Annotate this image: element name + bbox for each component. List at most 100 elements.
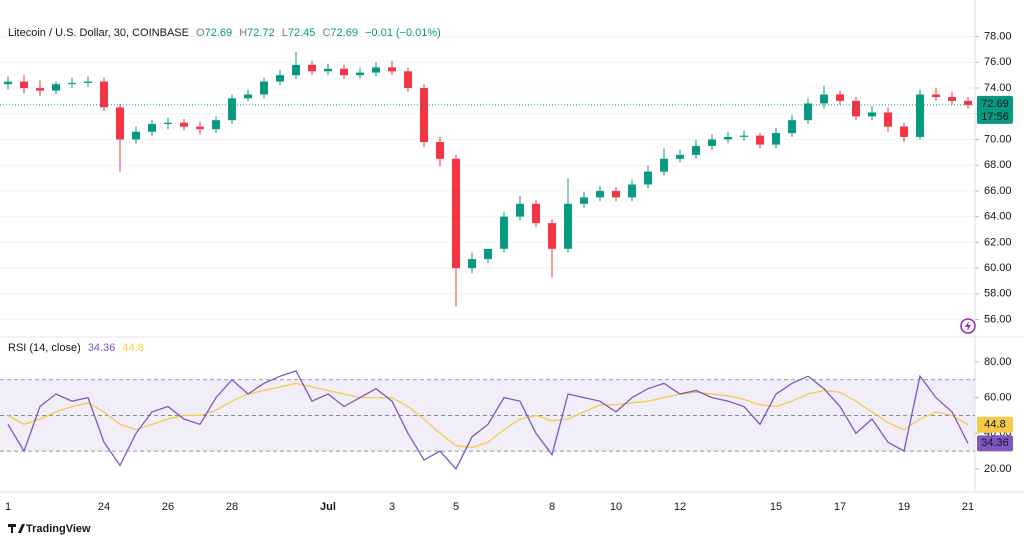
y-tick-label: 68.00 (984, 159, 1012, 171)
candle-body (212, 120, 220, 130)
y-tick-label: 58.00 (984, 288, 1012, 300)
candle-body (452, 158, 460, 269)
x-tick-label: 19 (898, 501, 910, 513)
candle-body (900, 126, 908, 137)
candle-body (100, 81, 108, 108)
plot: 56.00 58.00 60.00 62.00 64.00 66.00 68.00 70.00… (0, 30, 1013, 513)
candle-body (532, 203, 540, 224)
candle-body (964, 100, 972, 105)
candle-body (84, 81, 92, 83)
rsi-badge-bg (977, 416, 1013, 433)
rsi-line (7, 370, 969, 471)
candle-body (500, 216, 508, 249)
y-tick-label: 80.00 (984, 356, 1012, 368)
rsi-badge-bg (977, 435, 1013, 452)
y-tick-label: 56.00 (984, 313, 1012, 325)
x-tick-label: 21 (962, 501, 974, 513)
candle-body (932, 94, 940, 98)
candle-body (308, 64, 316, 72)
y-tick-label: 62.00 (984, 236, 1012, 248)
x-tick-label: 17 (834, 501, 846, 513)
candle-body (612, 190, 620, 198)
candle-body (580, 197, 588, 204)
rsi-line (7, 382, 969, 449)
candle-body (36, 88, 44, 91)
candle-body (916, 94, 924, 137)
x-tick-label: 3 (389, 501, 395, 513)
ohlc-value: 72.69 (205, 27, 233, 39)
candle-body (340, 68, 348, 76)
candle-body (4, 81, 12, 85)
x-tick-label: 15 (770, 501, 782, 513)
candle-body (740, 135, 748, 137)
candle-body (484, 248, 492, 260)
candle-body (836, 94, 844, 101)
y-tick-label: 74.00 (984, 82, 1012, 94)
last-price-badge (977, 95, 1013, 124)
candle-body (756, 135, 764, 145)
candle-body (660, 158, 668, 172)
candle-body (644, 171, 652, 185)
candle-body (324, 68, 332, 72)
candle-body (468, 259, 476, 269)
y-tick-label: 78.00 (984, 30, 1012, 42)
x-tick-label: 28 (226, 501, 238, 513)
candle-body (116, 107, 124, 140)
candle-body (164, 122, 172, 125)
y-tick-label: 20.00 (984, 463, 1012, 475)
rsi-badge: 34.36 (981, 437, 1009, 449)
price-legend: Litecoin / U.S. Dollar, 30, COINBASE O72… (8, 27, 441, 39)
x-tick-label: 1 (5, 501, 11, 513)
candle-body (788, 120, 796, 134)
x-tick-label: 12 (674, 501, 686, 513)
candle-body (404, 71, 412, 89)
candle-body (52, 84, 60, 91)
candle-body (596, 190, 604, 198)
x-tick-label: 24 (98, 501, 110, 513)
change: −0.01 (−0.01%) (365, 27, 441, 39)
candle-body (196, 126, 204, 130)
candle-body (20, 81, 28, 89)
candle-body (356, 72, 364, 76)
candle-body (276, 75, 284, 82)
ohlc-key: C (322, 27, 330, 39)
rsi-value: 34.36 (88, 342, 116, 354)
ohlc-key: H (239, 27, 247, 39)
y-tick-label: 70.00 (984, 133, 1012, 145)
brand-logo[interactable]: TradingView (8, 523, 91, 535)
last-price: 72.69 (981, 98, 1009, 110)
y-tick-label: 76.00 (984, 56, 1012, 68)
candle-body (804, 103, 812, 121)
ohlc-value: 72.45 (288, 27, 316, 39)
candle-body (132, 131, 140, 140)
candle-body (260, 81, 268, 95)
candle-body (420, 88, 428, 143)
candle-body (884, 112, 892, 127)
rsi-title: RSI (14, close) (8, 342, 81, 354)
rsi-ma-value: 44.8 (122, 342, 143, 354)
candle-body (676, 154, 684, 159)
candle-body (372, 67, 380, 73)
alert-icon[interactable] (960, 318, 976, 334)
candle-body (68, 82, 76, 85)
brand: TradingView (26, 523, 91, 535)
candle-body (564, 203, 572, 249)
candle-body (948, 97, 956, 101)
candle-body (548, 223, 556, 249)
rsi-legend: RSI (14, close) 34.36 44.8 (8, 342, 144, 354)
y-tick-label: 66.00 (984, 185, 1012, 197)
candle-body (388, 67, 396, 72)
y-tick-label: 60.00 (984, 392, 1012, 404)
candle-body (868, 112, 876, 117)
candle-body (516, 203, 524, 217)
x-tick-label: 10 (610, 501, 622, 513)
candle-body (820, 94, 828, 104)
ohlc-value: 72.72 (247, 27, 275, 39)
y-tick-label: 60.00 (984, 262, 1012, 274)
candle-body (148, 124, 156, 132)
candle-body (852, 100, 860, 117)
symbol: Litecoin / U.S. Dollar, 30, COINBASE (8, 27, 189, 39)
candle-body (180, 122, 188, 127)
